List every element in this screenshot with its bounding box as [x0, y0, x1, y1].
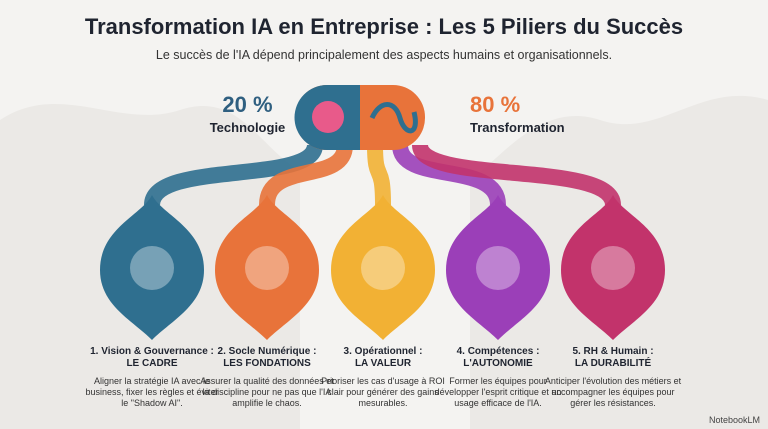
drop	[215, 195, 319, 340]
brain-icon	[312, 101, 344, 133]
pillar-text: Prioriser les cas d'usage à ROI clair po…	[321, 376, 445, 408]
pillar-icon	[591, 246, 635, 290]
left-percent: 20 %	[222, 92, 273, 117]
pillar-subheading: L'AUTONOMIE	[463, 358, 533, 369]
drop	[331, 195, 435, 340]
pillar-text: Former les équipes pour développer l'esp…	[434, 376, 562, 408]
pillar: 2. Socle Numérique : LES FONDATIONS Assure…	[197, 346, 337, 409]
pillar-icon	[245, 246, 289, 290]
pillar-icon	[130, 246, 174, 290]
subtitle: Le succès de l'IA dépend principalement …	[155, 48, 613, 62]
left-label: Technologie	[209, 120, 286, 135]
pillar-subheading: LES FONDATIONS	[223, 358, 311, 369]
watermark: NotebookLM	[708, 415, 760, 425]
flow	[412, 142, 621, 207]
pillar-subheading: LE CADRE	[126, 358, 178, 369]
drop	[100, 195, 204, 340]
drop	[561, 195, 665, 340]
flow	[392, 143, 506, 207]
pillar: 1. Vision & Gouvernance : LE CADRE Aligner…	[82, 346, 222, 409]
pillar-icon	[361, 246, 405, 290]
flow	[367, 144, 391, 206]
pillar-heading: 1. Vision & Gouvernance :	[90, 346, 214, 357]
pillar-heading: 2. Socle Numérique :	[217, 346, 317, 357]
pillar-icon	[476, 246, 520, 290]
flows	[100, 142, 665, 340]
title: Transformation IA en Entreprise : Les 5 …	[84, 14, 684, 39]
flow	[144, 142, 323, 207]
pillar-text: Aligner la stratégie IA avec le business…	[85, 376, 219, 408]
pillar-subheading: LA VALEUR	[354, 358, 412, 369]
infinity-icon	[369, 102, 418, 134]
pillar-heading: 5. RH & Humain :	[572, 346, 654, 357]
flow	[259, 143, 353, 207]
pillar: 4. Compétences : L'AUTONOMIE Former les éq…	[428, 346, 568, 409]
pillar-heading: 3. Opérationnel :	[343, 346, 423, 357]
pillar-text: Anticiper l'évolution des métiers et acc…	[544, 376, 682, 408]
pillar: 3. Opérationnel : LA VALEUR Prioriser les …	[313, 346, 453, 409]
right-label: Transformation	[470, 120, 565, 135]
pillar-heading: 4. Compétences :	[456, 346, 540, 357]
right-percent: 80 %	[470, 92, 521, 117]
drop	[446, 195, 550, 340]
pillar-subheading: LA DURABILITÉ	[574, 358, 652, 369]
pillar: 5. RH & Humain : LA DURABILITÉ Anticiper l…	[543, 346, 683, 409]
pillar-text: Assurer la qualité des données et la dis…	[200, 376, 334, 408]
